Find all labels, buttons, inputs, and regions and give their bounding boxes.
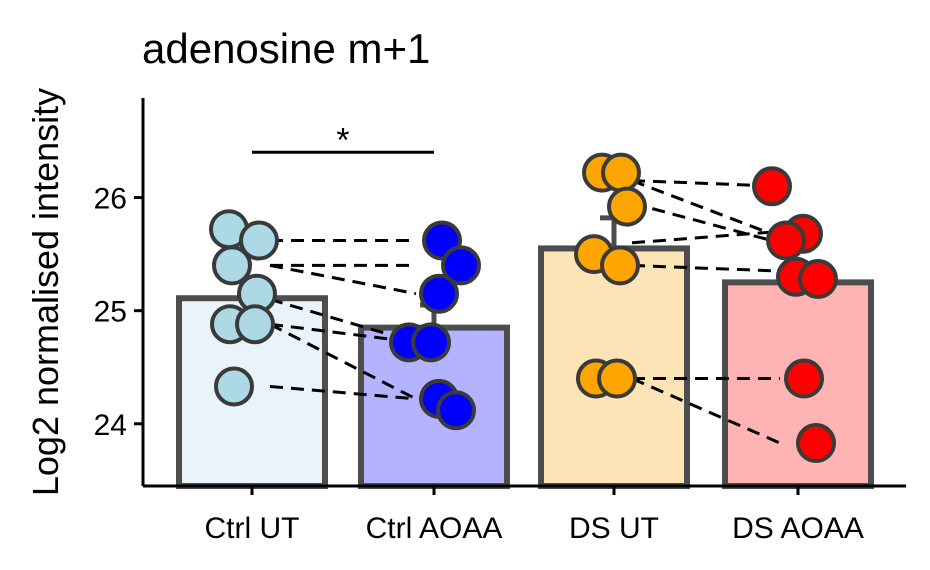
y-tick-label-2: 26: [94, 183, 127, 216]
x-tick-label-3: DS AOAA: [732, 512, 864, 545]
data-points-layer: [209, 152, 838, 464]
pair-line-4: [269, 322, 417, 344]
x-tick-label-1: Ctrl AOAA: [366, 512, 503, 545]
data-point-2-2: [607, 186, 647, 227]
significance-layer: *: [252, 121, 434, 159]
data-point-3-4: [798, 258, 838, 299]
y-tick-label-1: 25: [94, 296, 127, 329]
data-point-0-2: [212, 245, 252, 286]
data-point-0-6: [214, 366, 254, 407]
pair-line-2: [269, 263, 417, 296]
chart-title: adenosine m+1: [142, 25, 430, 72]
pair-lines-layer: [269, 179, 781, 445]
y-tick-label-0: 24: [94, 409, 127, 442]
axes-layer: 24 25 26 Ctrl UT Ctrl AOAA DS UT DS AOAA: [94, 98, 906, 545]
data-point-0-1: [239, 220, 279, 261]
pair-line-13: [631, 377, 781, 445]
pair-line-8: [631, 179, 781, 239]
pair-line-7: [631, 179, 781, 188]
data-point-3-5: [784, 358, 824, 399]
data-point-3-6: [796, 423, 836, 464]
x-tick-label-2: DS UT: [569, 512, 659, 545]
significance-label-0: *: [336, 121, 349, 159]
x-tick-label-0: Ctrl UT: [205, 512, 300, 545]
data-point-1-2: [419, 273, 459, 314]
data-point-1-1: [441, 245, 481, 286]
data-point-3-2: [766, 220, 806, 261]
y-axis-label: Log2 normalised intensity: [25, 88, 66, 496]
data-point-2-4: [600, 245, 640, 286]
pair-line-10: [631, 229, 781, 245]
data-point-1-4: [411, 322, 451, 363]
data-point-2-1: [601, 152, 641, 193]
pair-line-9: [631, 201, 781, 245]
pair-line-6: [269, 384, 417, 401]
data-point-2-6: [597, 358, 637, 399]
data-point-0-5: [235, 304, 275, 345]
pair-line-5: [269, 322, 417, 401]
data-point-1-6: [436, 390, 476, 431]
pair-line-11: [631, 263, 781, 273]
data-point-3-0: [752, 166, 792, 207]
bars-layer: [176, 245, 874, 490]
